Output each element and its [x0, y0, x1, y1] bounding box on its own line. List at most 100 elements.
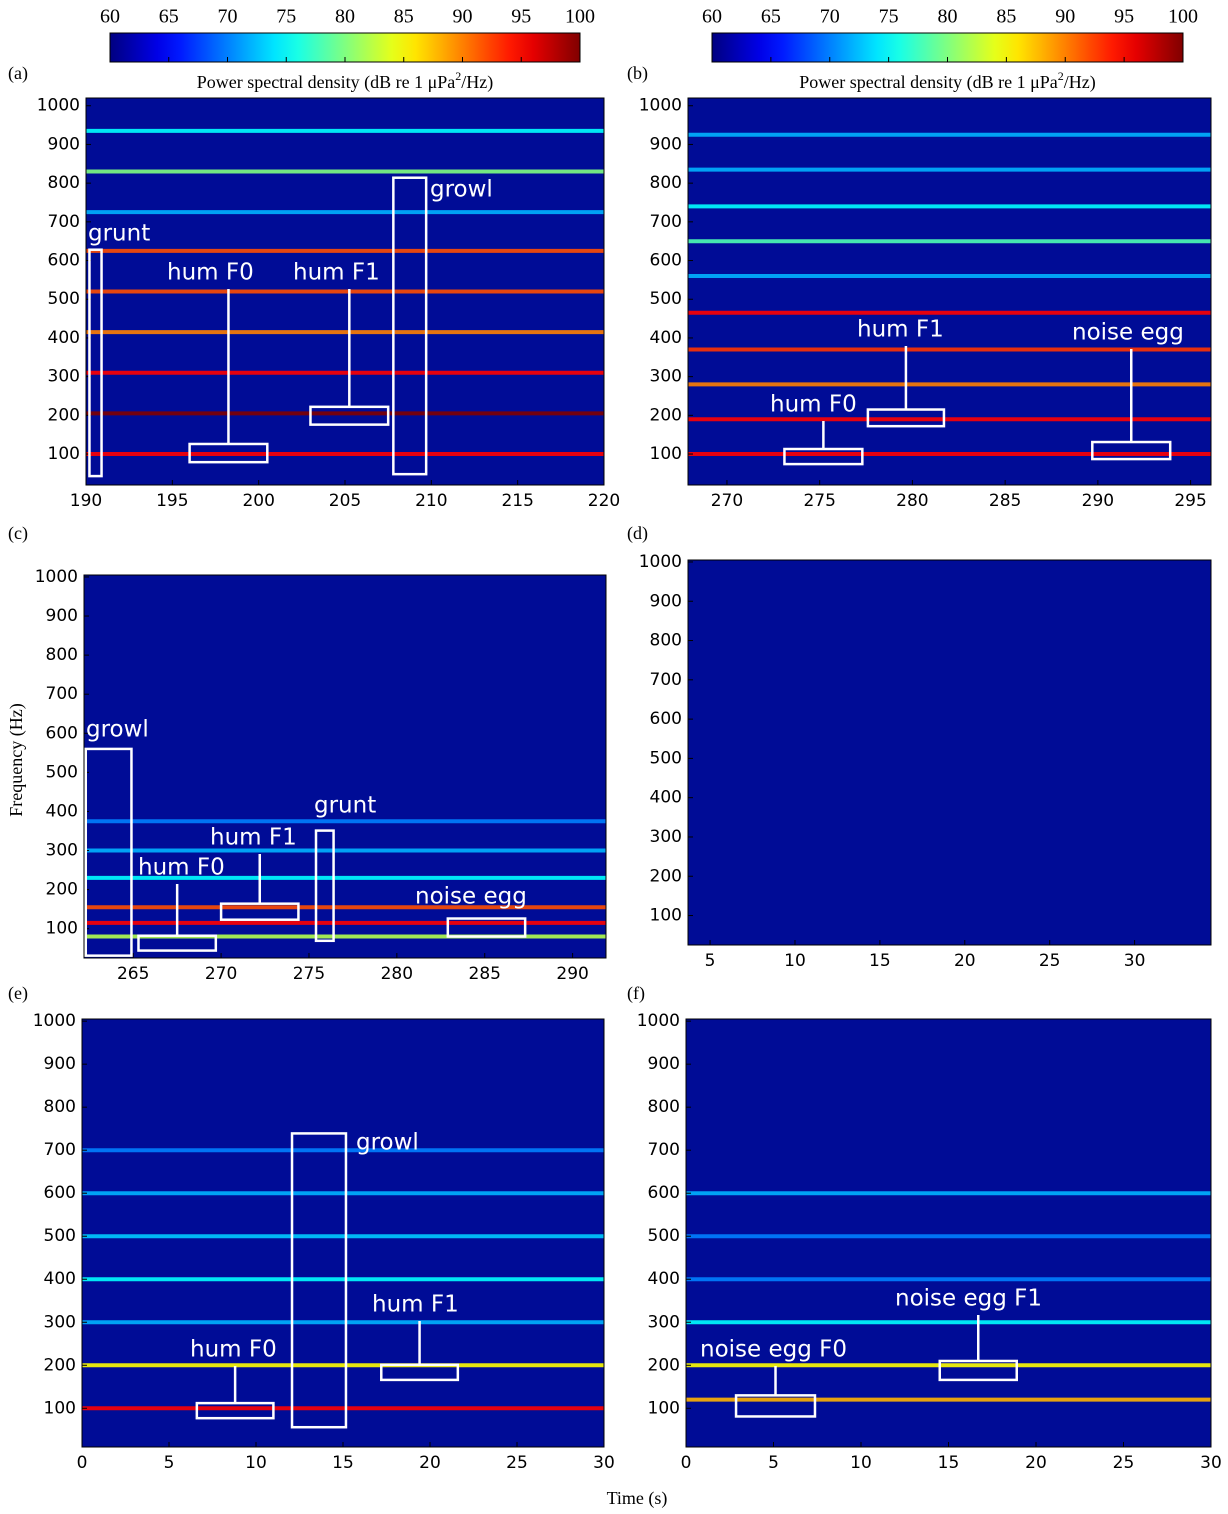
y-tick-label: 900 [650, 134, 682, 154]
colorbar-label-text: /Hz) [1064, 72, 1096, 93]
y-tick-label: 400 [648, 1269, 680, 1289]
x-tick-label: 195 [156, 491, 188, 511]
x-tick-label: 30 [1200, 1453, 1222, 1473]
y-tick-label: 300 [48, 367, 80, 387]
x-tick-label: 295 [1174, 491, 1206, 511]
annotation-label: hum F1 [210, 825, 297, 851]
colorbar-tick-label: 95 [511, 6, 531, 28]
x-tick-label: 25 [1113, 1453, 1135, 1473]
x-tick-label: 270 [205, 964, 237, 984]
x-tick-label: 10 [245, 1453, 267, 1473]
y-tick-label: 900 [44, 1054, 76, 1074]
y-tick-label: 700 [44, 1140, 76, 1160]
colorbar-tick-label: 65 [159, 6, 179, 28]
y-tick-label: 700 [650, 670, 682, 690]
x-tick-label: 205 [329, 491, 361, 511]
colorbar-label-sup: 2 [455, 69, 461, 83]
y-tick-label: 200 [650, 866, 682, 886]
y-tick-label: 800 [44, 1097, 76, 1117]
colorbar-tick-label: 60 [100, 6, 120, 28]
plot-background [82, 1019, 604, 1447]
y-tick-label: 200 [44, 1355, 76, 1375]
y-tick-label: 700 [46, 684, 78, 704]
y-tick-label: 500 [650, 289, 682, 309]
x-tick-label: 290 [1082, 491, 1114, 511]
x-tick-label: 280 [896, 491, 928, 511]
annotation-box [446, 917, 527, 938]
y-tick-label: 800 [650, 173, 682, 193]
annotation-label: noise egg [1072, 320, 1184, 346]
x-tick-label: 5 [705, 951, 716, 971]
colorbar-label: Power spectral density (dB re 1 μPa2/Hz) [799, 69, 1096, 93]
y-tick-label: 1000 [639, 552, 682, 572]
y-tick-label: 500 [46, 762, 78, 782]
annotation-label: hum F0 [770, 392, 857, 418]
spectrogram-lines [686, 1191, 1211, 1402]
x-tick-label: 25 [506, 1453, 528, 1473]
y-tick-label: 800 [46, 645, 78, 665]
y-tick-label: 400 [48, 328, 80, 348]
y-tick-label: 300 [44, 1312, 76, 1332]
annotation-label: hum F0 [167, 260, 254, 286]
y-tick-label: 600 [650, 251, 682, 271]
annotation-label: noise egg F0 [700, 1337, 847, 1363]
y-tick-label: 500 [650, 748, 682, 768]
annotation-label: growl [430, 177, 493, 203]
annotation-label: hum F0 [190, 1337, 277, 1363]
panel-label: (a) [8, 63, 28, 84]
y-tick-label: 1000 [35, 567, 78, 587]
y-tick-label: 100 [46, 919, 78, 939]
x-tick-label: 20 [419, 1453, 441, 1473]
y-tick-label: 300 [650, 367, 682, 387]
colorbar-label-text: Power spectral density (dB re 1 μPa [799, 72, 1058, 93]
x-tick-label: 0 [681, 1453, 692, 1473]
x-tick-label: 275 [293, 964, 325, 984]
y-tick-label: 400 [46, 801, 78, 821]
plot-frame [687, 97, 1212, 486]
y-tick-label: 400 [44, 1269, 76, 1289]
y-tick-label: 600 [48, 251, 80, 271]
y-tick-label: 100 [650, 444, 682, 464]
y-tick-label: 500 [48, 289, 80, 309]
annotation-label: growl [86, 717, 149, 743]
y-tick-label: 500 [648, 1226, 680, 1246]
panel-label: (f) [627, 983, 645, 1004]
x-tick-label: 220 [588, 491, 620, 511]
colorbar-tick-label: 70 [218, 6, 238, 28]
y-tick-label: 900 [650, 591, 682, 611]
x-tick-label: 30 [593, 1453, 615, 1473]
x-tick-label: 290 [556, 964, 588, 984]
y-tick-label: 700 [650, 212, 682, 232]
colorbar-tick-label: 100 [565, 6, 595, 28]
y-tick-label: 600 [44, 1183, 76, 1203]
y-tick-label: 400 [650, 788, 682, 808]
y-tick-label: 800 [648, 1097, 680, 1117]
x-tick-label: 265 [117, 964, 149, 984]
plot-frame [83, 574, 607, 959]
x-tick-label: 210 [415, 491, 447, 511]
y-tick-label: 200 [46, 880, 78, 900]
panel-label: (b) [627, 63, 648, 84]
x-tick-label: 280 [381, 964, 413, 984]
spectrogram-lines [688, 132, 1211, 457]
x-tick-label: 190 [70, 491, 102, 511]
spectrogram-lines [86, 128, 604, 457]
annotation-label: noise egg F1 [895, 1286, 1042, 1312]
annotation-label: noise egg [415, 884, 527, 910]
annotation-box [88, 248, 103, 478]
x-tick-label: 285 [989, 491, 1021, 511]
y-tick-label: 600 [46, 723, 78, 743]
x-tick-label: 10 [850, 1453, 872, 1473]
x-tick-label: 200 [242, 491, 274, 511]
y-tick-label: 900 [46, 606, 78, 626]
y-tick-label: 700 [648, 1140, 680, 1160]
annotation-label: grunt [88, 221, 150, 247]
plot-background [688, 98, 1211, 485]
plot-background [686, 1019, 1211, 1447]
annotation-box [392, 176, 428, 476]
colorbar-tick-label: 85 [394, 6, 414, 28]
y-tick-label: 300 [650, 827, 682, 847]
y-axis-label: Frequency (Hz) [6, 703, 27, 816]
colorbar-label-text: /Hz) [461, 72, 493, 93]
y-tick-label: 900 [648, 1054, 680, 1074]
